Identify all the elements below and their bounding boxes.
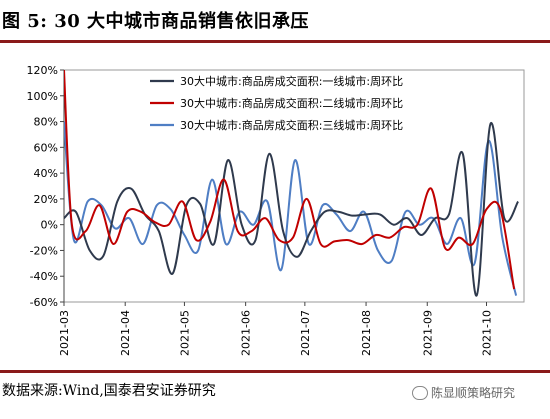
y-tick-label: 40% (34, 167, 58, 180)
wechat-icon (412, 385, 428, 400)
series-tier2-line (64, 69, 516, 290)
series-tier3-line (64, 121, 518, 296)
x-tick-label: 2021-08 (360, 310, 373, 356)
chart-legend: 30大中城市:商品房成交面积:一线城市:周环比 30大中城市:商品房成交面积:二线… (150, 74, 403, 132)
y-tick-label: 80% (34, 116, 58, 129)
x-tick-label: 2021-10 (480, 310, 493, 356)
bottom-rule (0, 370, 550, 373)
y-tick-label: -20% (30, 244, 58, 257)
y-tick-label: 0% (41, 219, 58, 232)
chart-series (64, 69, 519, 297)
x-tick-label: 2021-03 (58, 310, 71, 356)
title-rule (0, 40, 550, 43)
y-tick-label: -60% (30, 296, 58, 309)
watermark: 陈显顺策略研究 (412, 384, 515, 401)
x-tick-label: 2021-06 (240, 310, 253, 356)
watermark-text: 陈显顺策略研究 (431, 386, 516, 400)
y-tick-label: 100% (27, 90, 58, 103)
y-tick-label: -40% (30, 270, 58, 283)
figure-title-text: 图 5: 30 大中城市商品销售依旧承压 (2, 11, 310, 32)
legend-label: 30大中城市:商品房成交面积:一线城市:周环比 (180, 74, 403, 88)
y-tick-label: 120% (27, 64, 58, 77)
legend-label: 30大中城市:商品房成交面积:三线城市:周环比 (180, 118, 403, 132)
x-tick-label: 2021-07 (299, 310, 312, 356)
source-note: 数据来源:Wind,国泰君安证券研究 (2, 383, 216, 399)
legend-label: 30大中城市:商品房成交面积:二线城市:周环比 (180, 96, 403, 110)
line-chart: -60% -40% -20% 0% 20% 40% 60% 80% 100% 120% 2021-0… (27, 64, 525, 356)
chart-axes: -60% -40% -20% 0% 20% 40% 60% 80% 100% 120% 2021-0… (27, 64, 494, 356)
figure-title: 图 5: 30 大中城市商品销售依旧承压 (0, 0, 550, 40)
y-tick-label: 60% (34, 141, 58, 154)
y-tick-label: 20% (34, 193, 58, 206)
x-tick-label: 2021-04 (119, 310, 132, 356)
x-tick-label: 2021-05 (178, 310, 191, 356)
x-tick-label: 2021-09 (421, 310, 434, 356)
